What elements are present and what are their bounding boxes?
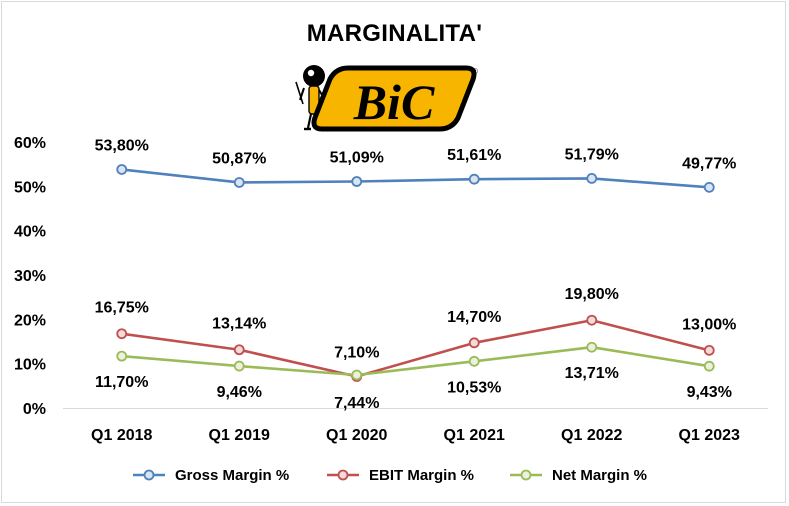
y-tick-label: 30% [14, 268, 46, 285]
data-point [116, 328, 128, 340]
y-tick-label: 50% [14, 179, 46, 196]
bic-logo: BiC ® [295, 65, 478, 132]
data-point [703, 181, 715, 193]
data-labels: 53,80% 50,87% 51,09% 51,61% 51,79% 49,77% 16,7… [95, 137, 737, 412]
x-tick-label: Q1 2022 [561, 427, 622, 444]
legend: Gross Margin % EBIT Margin % Net Margin % [133, 467, 647, 484]
x-tick-label: Q1 2020 [326, 427, 387, 444]
data-point [116, 350, 128, 362]
registered-mark: ® [472, 67, 478, 76]
legend-marker [520, 469, 532, 481]
x-tick-label: Q1 2021 [444, 427, 505, 444]
series-line [121, 318, 710, 378]
data-label: 14,70% [447, 309, 501, 326]
data-label: 50,87% [212, 150, 266, 167]
series-line [121, 345, 710, 377]
legend-marker [337, 469, 349, 481]
x-tick-label: Q1 2019 [209, 427, 270, 444]
data-point [586, 172, 598, 184]
y-tick-label: 60% [14, 135, 46, 152]
y-tick-label: 40% [14, 224, 46, 241]
data-point [233, 177, 245, 188]
data-label: 13,14% [212, 316, 266, 333]
data-label: 51,79% [565, 146, 619, 163]
data-label: 9,46% [217, 384, 262, 401]
bic-logo-text: BiC [353, 74, 435, 130]
y-tick-label: 10% [14, 357, 46, 374]
data-label: 9,43% [687, 384, 732, 401]
data-point [703, 360, 715, 372]
data-point [586, 314, 598, 326]
data-label: 13,00% [682, 316, 736, 333]
x-tick-label: Q1 2023 [679, 427, 740, 444]
data-point [233, 344, 245, 356]
data-label: 19,80% [565, 286, 619, 303]
y-axis: 0% 10% 20% 30% 40% 50% 60% [14, 135, 46, 418]
data-label: 11,70% [95, 374, 148, 391]
data-label: 53,80% [95, 137, 149, 154]
y-tick-label: 20% [14, 312, 46, 329]
legend-label: Net Margin % [552, 467, 647, 484]
data-point [468, 337, 480, 349]
data-point [351, 369, 363, 381]
data-point [351, 176, 363, 187]
data-label: 7,44% [334, 395, 379, 412]
series-line [121, 168, 710, 189]
data-label: 51,61% [447, 147, 501, 164]
data-point [468, 355, 480, 367]
series-layer [116, 164, 715, 382]
data-point [233, 360, 245, 372]
legend-label: Gross Margin % [175, 467, 289, 484]
x-axis: Q1 2018 Q1 2019 Q1 2020 Q1 2021 Q1 2022 Q1 20… [91, 427, 740, 444]
data-label: 10,53% [447, 379, 501, 396]
data-label: 7,10% [334, 345, 379, 362]
chart-title: MARGINALITA' [306, 20, 483, 47]
x-tick-label: Q1 2018 [91, 427, 152, 444]
legend-label: EBIT Margin % [369, 467, 474, 484]
data-label: 13,71% [565, 365, 619, 382]
data-label: 51,09% [330, 150, 384, 167]
data-label: 16,75% [95, 300, 149, 317]
legend-marker [143, 469, 155, 481]
data-point [703, 344, 715, 356]
data-point [468, 173, 480, 185]
data-point [586, 341, 598, 353]
data-point [116, 164, 128, 175]
data-label: 49,77% [682, 155, 736, 172]
y-tick-label: 0% [23, 401, 46, 418]
